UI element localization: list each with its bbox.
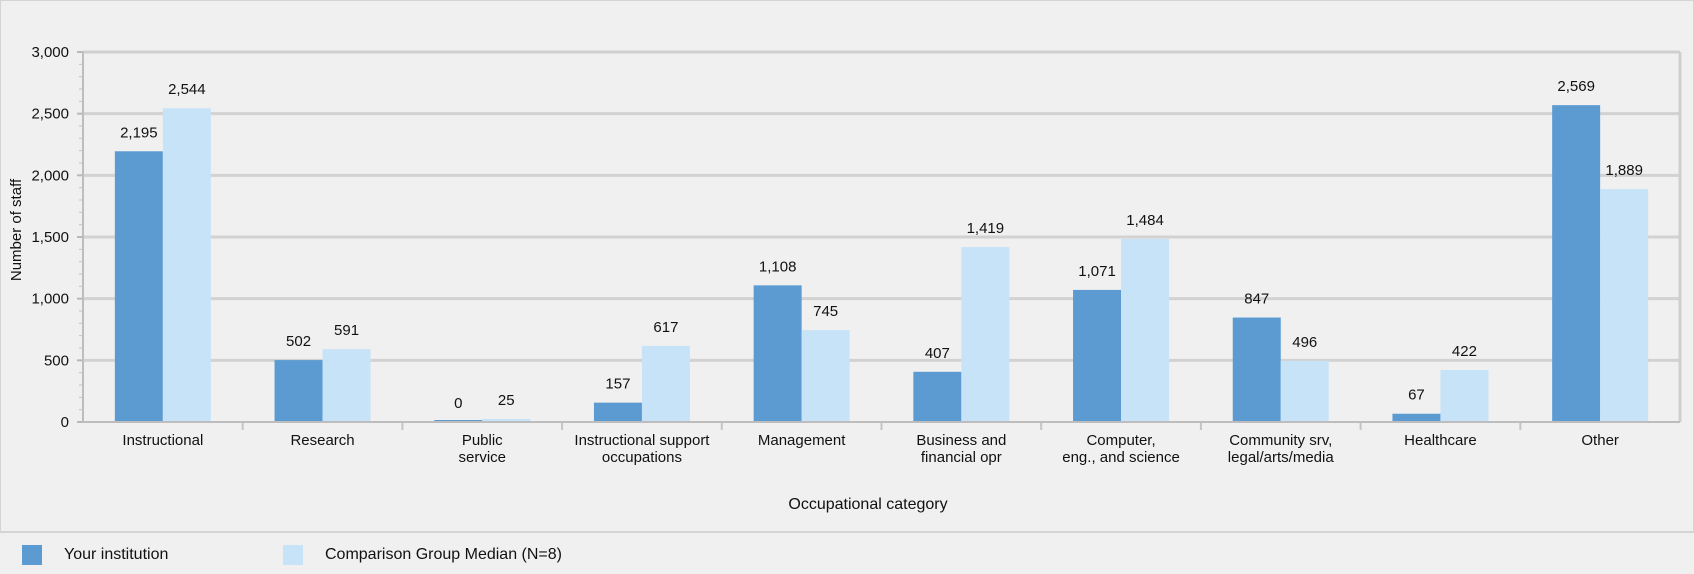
data-label: 1,071 [1078,263,1116,280]
y-tick-label: 1,000 [31,291,69,308]
bar-your-institution [1073,289,1122,422]
x-tick-label: Other [1581,432,1619,449]
bar-comparison-group [961,246,1010,422]
axes [77,50,1682,430]
data-label: 2,544 [168,81,206,98]
y-tick-label: 1,500 [31,229,69,246]
data-label: 0 [454,395,462,412]
legend-item-comparison-group: Comparison Group Median (N=8) [283,545,562,565]
y-axis-title: Number of staff [8,178,25,281]
bar-chart: 2,195 2,544 502 591 0 25 157 617 1,108 745 407 1,41… [8,44,1682,513]
bar-comparison-group [1121,238,1170,422]
legend-label-comparison-group: Comparison Group Median (N=8) [325,546,562,563]
x-tick-label: Management [758,432,846,449]
data-label: 1,484 [1126,212,1164,229]
data-label: 502 [286,333,311,350]
data-label: 2,569 [1557,78,1595,95]
bar-comparison-group [1600,189,1649,422]
bars [114,105,1649,423]
y-tick-label: 2,500 [31,106,69,123]
legend-label-your-institution: Your institution [64,546,169,563]
bar-your-institution [753,285,802,422]
x-tick-label: Instructional [122,432,203,449]
bar-comparison-group [322,349,371,422]
data-label: 25 [498,392,515,409]
bar-your-institution [274,360,323,422]
x-tick-label: Instructional support occupations [574,432,710,466]
data-labels: 2,195 2,544 502 591 0 25 157 617 1,108 745 407 1,41… [120,78,1643,412]
y-tick-label: 2,000 [31,167,69,184]
data-label: 422 [1452,343,1477,360]
legend-swatch-comparison-group [283,545,303,565]
data-label: 1,108 [759,258,797,275]
data-label: 847 [1244,291,1269,308]
y-tick-labels: 0 500 1,000 1,500 2,000 2,500 3,000 [31,44,69,431]
bar-your-institution [114,151,163,423]
x-tick-label: Computer, eng., and science [1062,432,1180,466]
bar-your-institution [913,371,962,422]
x-tick-label: Research [290,432,354,449]
data-label: 745 [813,303,838,320]
bar-your-institution [1392,413,1441,422]
bar-your-institution [593,402,642,422]
legend-item-your-institution: Your institution [22,545,168,565]
x-tick-labels: Instructional Research Public service Instru… [122,432,1618,466]
y-tick-label: 500 [44,352,69,369]
data-label: 591 [334,322,359,339]
x-tick-label: Public service [458,432,506,466]
x-tick-label: Healthcare [1404,432,1477,449]
bar-comparison-group [801,330,850,422]
bar-comparison-group [1440,369,1489,422]
y-tick-label: 0 [61,414,69,431]
data-label: 617 [653,319,678,336]
bar-comparison-group [482,418,531,422]
data-label: 157 [605,376,630,393]
x-tick-label: Business and financial opr [916,432,1006,466]
data-label: 1,419 [967,220,1005,237]
data-label: 1,889 [1605,162,1643,179]
data-label: 2,195 [120,124,158,141]
y-tick-label: 3,000 [31,44,69,61]
data-label: 496 [1292,334,1317,351]
bar-your-institution [1552,105,1601,422]
legend: Your institution Comparison Group Median… [0,531,1694,574]
bar-comparison-group [1280,360,1329,422]
bar-your-institution [1232,317,1281,422]
data-label: 67 [1408,387,1425,404]
bar-comparison-group [162,108,211,423]
bar-comparison-group [641,345,690,422]
data-label: 407 [925,345,950,362]
gridlines [83,50,1680,362]
x-tick-label: Community srv, legal/arts/media [1228,432,1335,466]
legend-swatch-your-institution [22,545,42,565]
x-axis-title: Occupational category [788,496,947,513]
